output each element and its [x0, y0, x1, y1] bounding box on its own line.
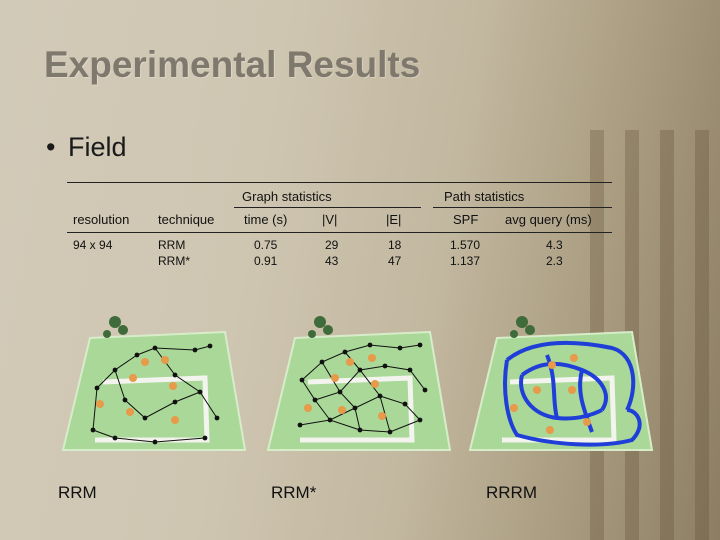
- obstacle-cones: [96, 356, 179, 424]
- cell-e-2: 47: [388, 254, 402, 268]
- field-wall: [300, 375, 415, 443]
- obstacle-cones: [510, 354, 591, 434]
- table-top-rule: [67, 182, 612, 183]
- field-wall: [95, 375, 210, 443]
- cell-query-1: 4.3: [546, 238, 563, 252]
- col-spf: SPF: [453, 212, 479, 227]
- path-group-rule: [433, 207, 612, 208]
- cell-query-2: 2.3: [546, 254, 563, 268]
- col-e: |E|: [386, 212, 402, 227]
- rrrm-roadmap-figure: [468, 316, 654, 451]
- rrm-roadmap-figure: [61, 316, 247, 451]
- col-avg-query: avg query (ms): [505, 212, 592, 227]
- col-technique: technique: [158, 212, 215, 227]
- cell-time-2: 0.91: [254, 254, 278, 268]
- field-ground: [468, 330, 654, 451]
- col-v: |V|: [322, 212, 338, 227]
- trees-icon: [308, 316, 333, 338]
- trees-icon: [510, 316, 535, 338]
- rrm-star-roadmap-figure: [266, 316, 452, 451]
- bullet-item: • Field: [46, 132, 127, 163]
- col-resolution: resolution: [73, 212, 130, 227]
- cell-time-1: 0.75: [254, 238, 278, 252]
- cell-technique-2: RRM*: [158, 254, 190, 268]
- header-graph-statistics: Graph statistics: [242, 189, 332, 204]
- cell-v-1: 29: [325, 238, 339, 252]
- bullet-text: Field: [68, 132, 127, 162]
- graph-group-rule: [234, 207, 421, 208]
- cell-spf-2: 1.137: [450, 254, 481, 268]
- caption-rrm: RRM: [58, 483, 97, 502]
- col-time: time (s): [244, 212, 288, 227]
- field-ground: [266, 330, 452, 451]
- caption-rrm-star: RRM*: [271, 483, 317, 502]
- cell-v-2: 43: [325, 254, 339, 268]
- header-bottom-rule: [67, 232, 612, 233]
- field-ground: [61, 330, 247, 451]
- field-wall: [502, 375, 617, 443]
- rrrm-smooth-paths: [503, 341, 642, 447]
- header-path-statistics: Path statistics: [444, 189, 525, 204]
- bullet-dot-icon: •: [46, 132, 56, 162]
- obstacle-cones: [304, 354, 386, 420]
- cell-e-1: 18: [388, 238, 402, 252]
- slide-title: Experimental Results: [44, 44, 421, 85]
- roadmap-nodes: [297, 342, 428, 435]
- cell-spf-1: 1.570: [450, 238, 481, 252]
- roadmap-nodes: [90, 343, 220, 445]
- cell-resolution: 94 x 94: [73, 238, 113, 252]
- caption-rrrm: RRRM: [486, 483, 537, 502]
- trees-icon: [103, 316, 128, 338]
- cell-technique-1: RRM: [158, 238, 186, 252]
